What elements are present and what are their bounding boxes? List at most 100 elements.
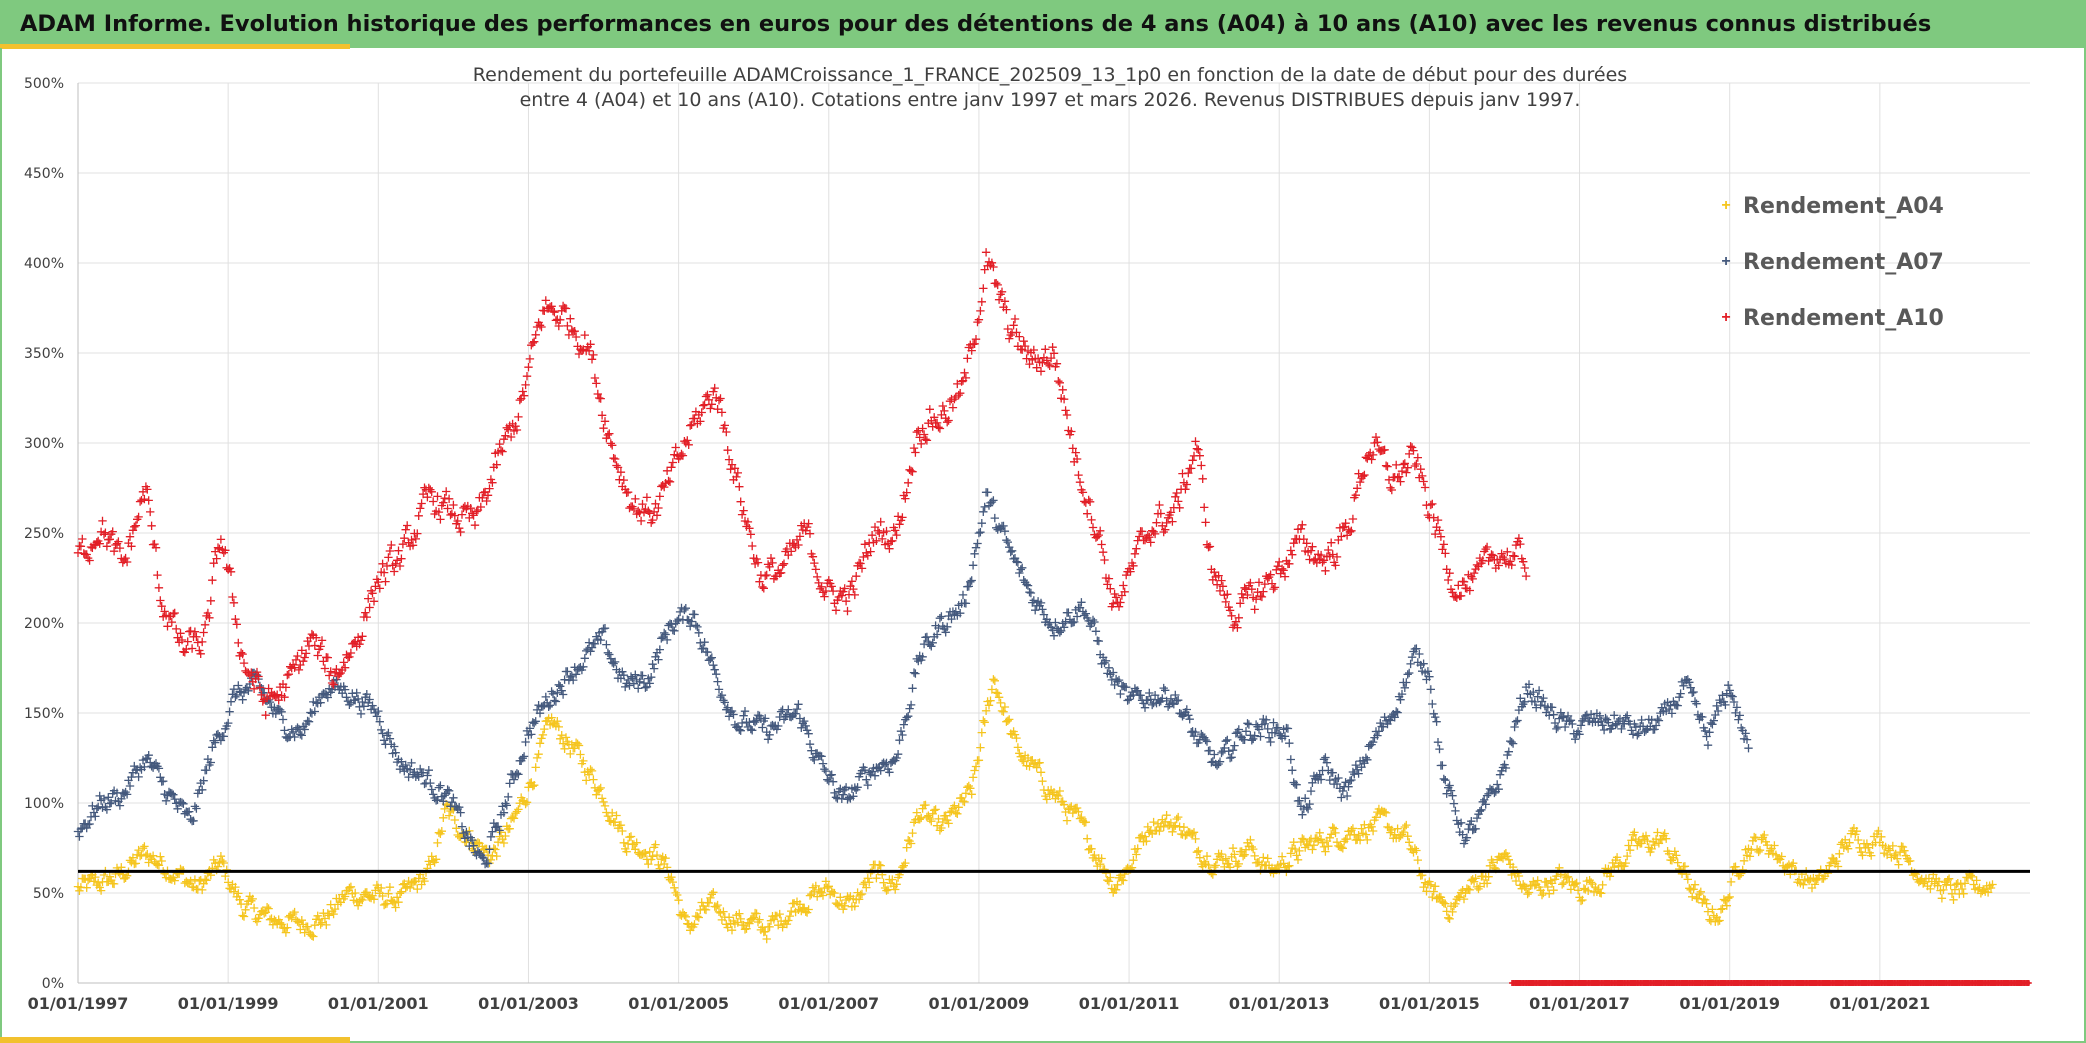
data-point bbox=[1934, 877, 1944, 886]
data-point bbox=[1662, 834, 1671, 843]
data-point bbox=[717, 691, 727, 700]
data-point bbox=[776, 707, 786, 716]
data-point bbox=[1137, 527, 1147, 536]
data-point bbox=[1418, 471, 1427, 481]
data-point bbox=[1471, 824, 1480, 833]
data-point bbox=[892, 880, 901, 889]
data-point bbox=[94, 802, 103, 811]
data-point bbox=[1332, 838, 1342, 847]
data-point bbox=[687, 420, 696, 429]
data-point bbox=[1637, 715, 1646, 725]
data-point bbox=[690, 414, 699, 423]
data-point bbox=[1959, 889, 1968, 898]
data-point bbox=[961, 599, 971, 608]
data-point bbox=[593, 389, 602, 399]
data-point bbox=[865, 878, 874, 887]
y-tick-label: 150% bbox=[24, 706, 64, 722]
data-point bbox=[1013, 558, 1023, 567]
data-point bbox=[293, 723, 302, 732]
data-point bbox=[1634, 729, 1643, 738]
data-point bbox=[1269, 584, 1278, 594]
data-point bbox=[202, 765, 211, 775]
data-point bbox=[1072, 612, 1082, 621]
data-point bbox=[221, 546, 230, 555]
data-point bbox=[356, 636, 366, 645]
data-point bbox=[1514, 534, 1524, 543]
data-point bbox=[235, 687, 244, 696]
data-point bbox=[1263, 854, 1272, 863]
data-point bbox=[1149, 817, 1158, 827]
data-point bbox=[283, 923, 292, 932]
data-point bbox=[76, 824, 86, 834]
data-point bbox=[1680, 862, 1690, 871]
data-point bbox=[290, 732, 299, 742]
data-point bbox=[495, 439, 504, 449]
data-point bbox=[1507, 737, 1516, 747]
data-point bbox=[199, 776, 208, 785]
data-point bbox=[1201, 735, 1210, 745]
data-point bbox=[1789, 859, 1798, 868]
data-point bbox=[159, 777, 168, 786]
data-point bbox=[602, 640, 611, 649]
data-point bbox=[1045, 361, 1054, 370]
chart-title-line1: Rendement du portefeuille ADAMCroissance… bbox=[472, 64, 1628, 86]
data-point bbox=[131, 859, 140, 868]
data-point bbox=[299, 657, 308, 666]
data-point bbox=[1597, 889, 1606, 898]
data-point bbox=[608, 441, 617, 450]
data-point bbox=[189, 816, 198, 825]
data-point bbox=[495, 826, 504, 835]
data-point bbox=[531, 763, 540, 772]
data-point bbox=[1537, 890, 1547, 900]
data-point bbox=[977, 728, 986, 737]
data-point bbox=[674, 896, 683, 905]
data-point bbox=[504, 792, 513, 802]
data-point bbox=[1033, 354, 1043, 363]
data-point bbox=[1810, 880, 1820, 889]
data-point bbox=[1812, 875, 1821, 885]
data-point bbox=[1504, 747, 1513, 756]
data-point bbox=[407, 535, 416, 545]
data-point bbox=[610, 454, 620, 464]
data-point bbox=[1184, 711, 1193, 720]
data-point bbox=[462, 827, 471, 837]
data-point bbox=[1960, 879, 1970, 888]
data-point bbox=[1171, 821, 1180, 830]
data-point bbox=[1327, 830, 1336, 839]
data-point bbox=[271, 709, 280, 718]
data-point bbox=[1140, 703, 1150, 712]
data-point bbox=[200, 875, 210, 884]
data-point bbox=[934, 814, 943, 824]
data-point bbox=[895, 736, 904, 745]
data-point bbox=[1867, 851, 1876, 860]
data-point bbox=[1195, 853, 1204, 862]
data-point bbox=[1111, 593, 1121, 602]
data-point bbox=[1363, 755, 1372, 764]
data-point bbox=[1494, 785, 1503, 794]
data-point bbox=[1381, 461, 1391, 470]
data-point bbox=[862, 883, 871, 892]
data-point bbox=[455, 524, 464, 533]
data-point bbox=[478, 852, 487, 862]
data-point bbox=[1553, 723, 1563, 732]
data-point bbox=[468, 509, 477, 518]
data-point bbox=[483, 859, 493, 868]
data-point bbox=[1533, 876, 1542, 885]
data-point bbox=[1354, 831, 1363, 840]
data-point bbox=[1560, 722, 1570, 732]
data-point bbox=[1270, 728, 1280, 738]
data-point bbox=[1247, 736, 1256, 745]
data-point bbox=[1006, 547, 1015, 557]
data-point bbox=[206, 596, 215, 605]
data-point bbox=[1862, 839, 1872, 848]
data-point bbox=[1392, 460, 1401, 470]
data-point bbox=[1495, 770, 1505, 779]
data-point bbox=[470, 521, 480, 530]
data-point bbox=[249, 903, 259, 913]
data-point bbox=[1400, 459, 1409, 468]
data-point bbox=[670, 883, 679, 892]
data-point bbox=[1500, 554, 1509, 564]
data-point bbox=[582, 776, 591, 785]
data-point bbox=[439, 797, 448, 806]
data-point bbox=[167, 789, 176, 798]
